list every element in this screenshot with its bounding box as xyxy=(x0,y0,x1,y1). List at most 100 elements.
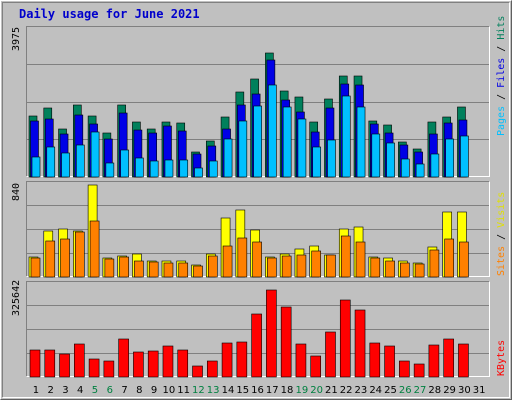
day-tick-label: 27 xyxy=(414,385,427,396)
sites-bar xyxy=(60,238,70,278)
day-tick-label: 19 xyxy=(295,385,308,396)
sites-bar xyxy=(222,245,233,278)
sites-bar xyxy=(193,265,203,278)
pages-bar xyxy=(356,106,366,178)
pages-bar xyxy=(46,146,56,178)
kbytes-bar xyxy=(354,309,366,378)
kbytes-bar xyxy=(221,342,233,378)
kbytes-bar xyxy=(59,353,70,378)
day-tick-label: 7 xyxy=(121,385,127,396)
day-tick-label: 26 xyxy=(399,385,412,396)
kbytes-bar xyxy=(236,341,248,378)
kbytes-bar xyxy=(103,360,115,378)
pages-bar xyxy=(430,153,440,178)
sites-bar xyxy=(459,241,469,278)
sites-bar xyxy=(148,261,159,278)
kbytes-bar xyxy=(88,358,100,378)
kbytes-bar xyxy=(206,360,218,378)
pages-bar xyxy=(223,138,233,178)
kbytes-bar xyxy=(339,299,351,378)
sites-bar xyxy=(252,241,262,278)
pages-bar xyxy=(120,149,129,178)
kbytes-bar xyxy=(280,306,292,378)
kbytes-bar xyxy=(118,338,129,378)
kbytes-bar xyxy=(192,365,203,378)
day-tick-label: 21 xyxy=(325,385,338,396)
pages-bar xyxy=(238,120,248,178)
day-tick-label: 5 xyxy=(92,385,98,396)
sites-bar xyxy=(178,262,189,278)
sites-bar xyxy=(237,237,248,278)
sites-bar xyxy=(104,258,115,278)
kbytes-bar xyxy=(310,355,322,378)
pages-bar xyxy=(149,160,159,178)
day-tick-label: 31 xyxy=(473,385,486,396)
day-tick-label: 2 xyxy=(47,385,53,396)
kbytes-bar xyxy=(74,343,85,378)
sites-bar xyxy=(400,262,410,278)
day-tick-label: 15 xyxy=(236,385,249,396)
top-panel-max-label: 3975 xyxy=(11,27,22,51)
sites-bar xyxy=(75,231,85,278)
kbytes-bar xyxy=(443,338,454,378)
pages-bar xyxy=(90,131,100,178)
sites-bar xyxy=(45,240,56,278)
kbytes-label: KBytes xyxy=(496,340,507,376)
day-tick-label: 6 xyxy=(107,385,113,396)
day-tick-label: 8 xyxy=(136,385,142,396)
kbytes-bar xyxy=(428,344,440,378)
sites-bar xyxy=(355,241,366,278)
hits-label: Hits xyxy=(496,16,507,40)
sites-bar xyxy=(370,257,381,278)
day-tick-label: 23 xyxy=(355,385,368,396)
sites-bar xyxy=(30,257,41,278)
pages-bar xyxy=(312,146,322,178)
pages-bar xyxy=(415,163,425,178)
sites-bar xyxy=(444,238,454,278)
sites-bar xyxy=(296,254,307,278)
pages-bar xyxy=(194,167,203,178)
day-tick-label: 4 xyxy=(77,385,83,396)
top-panel-series-label: Pages / Files / Hits xyxy=(496,16,507,136)
sites-bar xyxy=(134,260,144,278)
pages-bar xyxy=(268,84,277,178)
chart-title: Daily usage for June 2021 xyxy=(19,7,200,21)
day-tick-label: 13 xyxy=(207,385,220,396)
sites-bar xyxy=(207,255,218,278)
sites-bar xyxy=(267,257,277,278)
kbytes-bar xyxy=(266,289,277,378)
pages-bar xyxy=(208,160,218,178)
sites-bar xyxy=(119,256,129,278)
day-tick-label: 22 xyxy=(340,385,353,396)
day-tick-label: 12 xyxy=(192,385,205,396)
kbytes-bar xyxy=(369,342,381,378)
sites-bar xyxy=(340,235,351,278)
kbytes-bar xyxy=(29,349,41,378)
day-tick-label: 18 xyxy=(281,385,294,396)
sites-bar xyxy=(414,263,425,278)
sites-bar xyxy=(89,220,100,278)
pages-bar xyxy=(164,159,174,178)
sites-bar xyxy=(385,260,395,278)
kbytes-bar xyxy=(251,313,262,378)
day-tick-label: 16 xyxy=(251,385,264,396)
day-tick-label: 30 xyxy=(458,385,471,396)
pages-bar xyxy=(445,138,454,178)
day-tick-label: 1 xyxy=(33,385,39,396)
day-tick-label: 28 xyxy=(428,385,441,396)
pages-label: Pages xyxy=(496,106,507,136)
pages-bar xyxy=(135,157,144,178)
pages-bar xyxy=(341,95,351,178)
day-tick-label: 14 xyxy=(222,385,235,396)
kbytes-bar xyxy=(177,349,189,378)
kbytes-bar xyxy=(384,345,395,378)
day-tick-label: 20 xyxy=(310,385,323,396)
bottom-panel-max-label: 325642 xyxy=(11,280,22,316)
kbytes-bar xyxy=(162,345,174,378)
day-tick-label: 29 xyxy=(443,385,456,396)
pages-bar xyxy=(61,152,70,178)
kbytes-bar xyxy=(399,360,410,378)
day-tick-label: 3 xyxy=(62,385,68,396)
day-tick-label: 17 xyxy=(266,385,279,396)
